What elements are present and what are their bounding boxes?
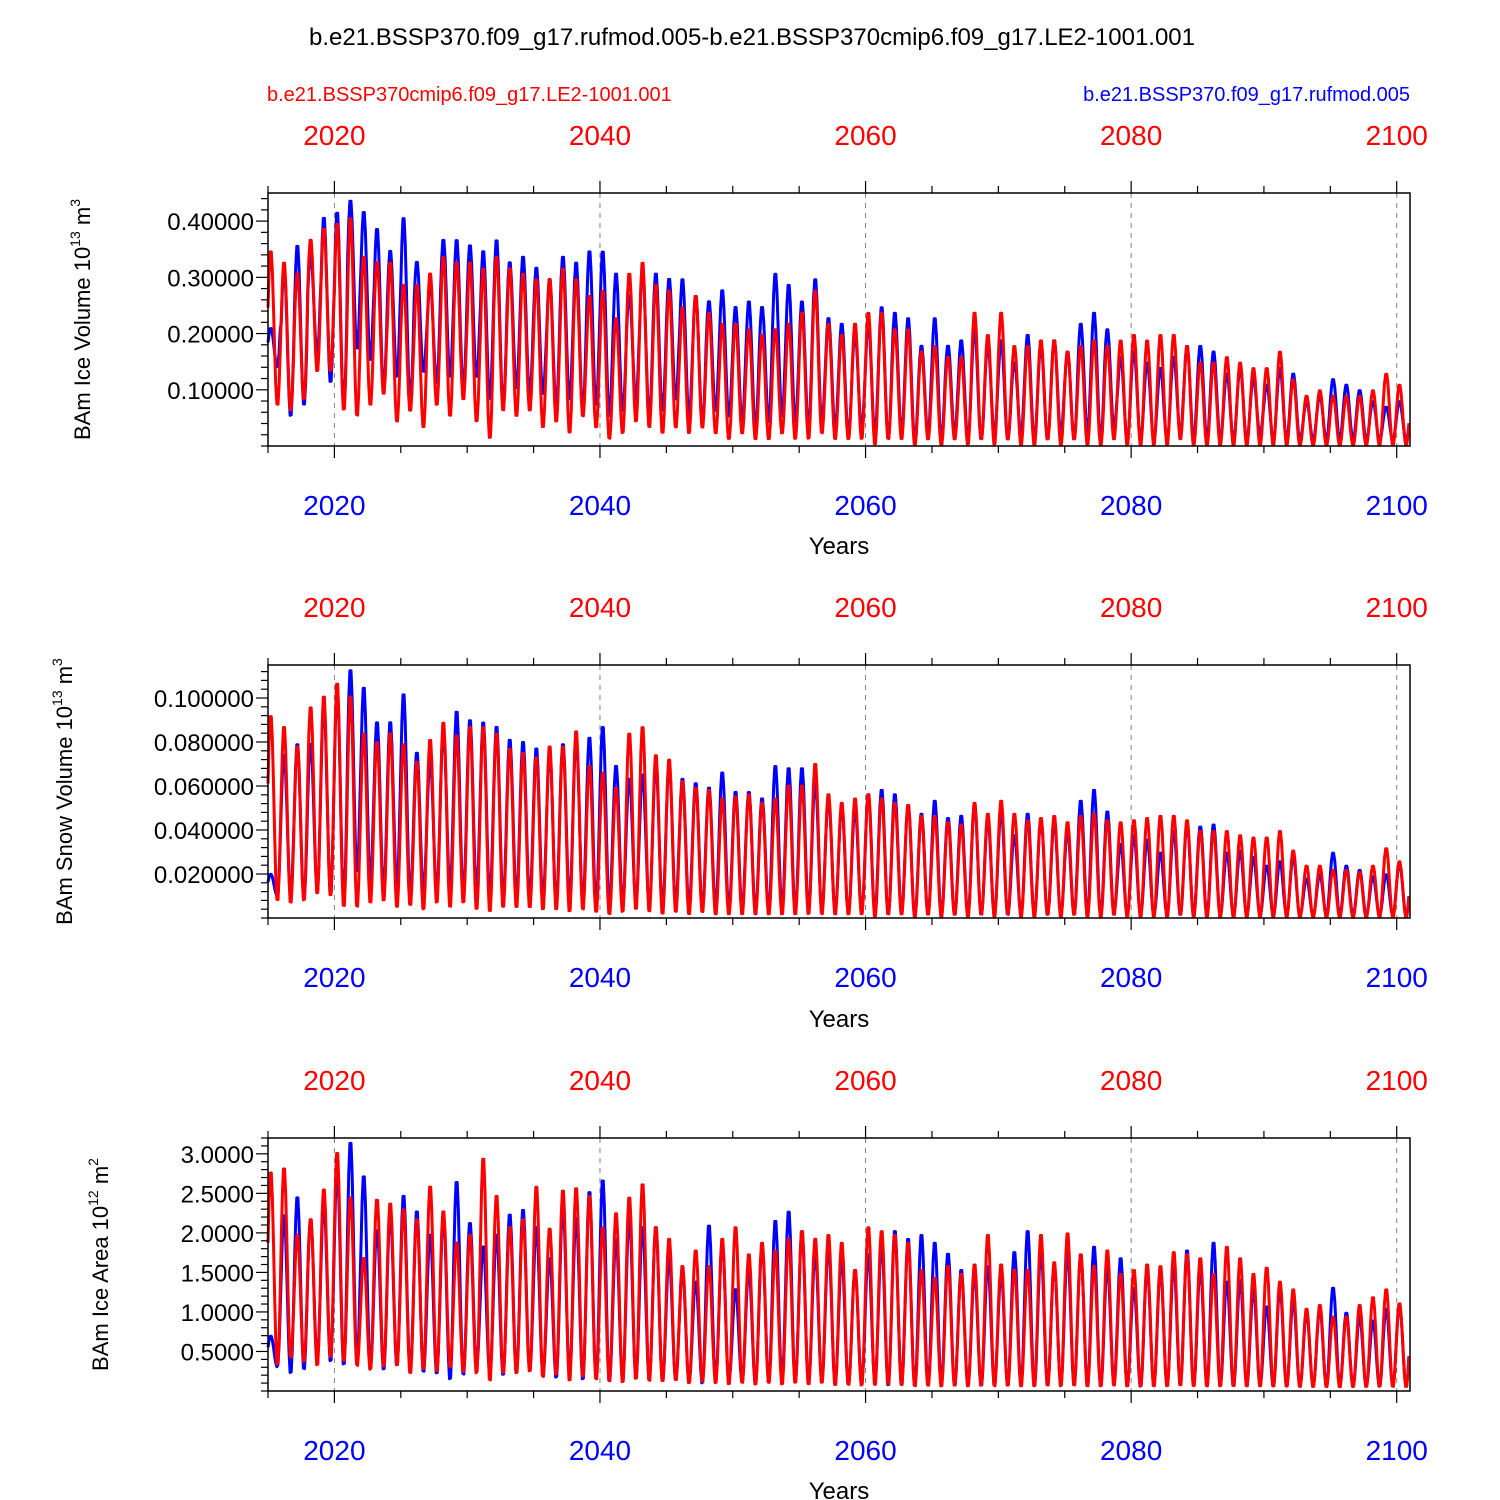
y-tick-label: 0.080000: [154, 730, 254, 757]
x-tick-label-bottom: 2020: [303, 490, 365, 521]
x-tick-label-bottom: 2020: [303, 1435, 365, 1466]
x-tick-label-top: 2020: [303, 120, 365, 151]
x-tick-label-top: 2100: [1366, 592, 1428, 623]
x-tick-label-top: 2020: [303, 1065, 365, 1096]
chart-panels: 0.10000 0.20000 0.30000 0.40000 2020 2020 2040…: [49, 120, 1428, 1500]
legend-red-run: b.e21.BSSP370cmip6.f09_g17.LE2-1001.001: [267, 84, 672, 106]
x-tick-label-bottom: 2040: [569, 962, 631, 993]
y-tick-label: 0.060000: [154, 774, 254, 801]
y-tick-label: 0.040000: [154, 818, 254, 845]
y-axis-label-unit: m: [88, 1166, 113, 1190]
x-tick-label-top: 2020: [303, 592, 365, 623]
y-axis-label-text: BAm Snow Volume 10: [52, 706, 77, 925]
series-line-red: [266, 1152, 1411, 1389]
y-axis-label-unit-exponent: 3: [67, 199, 83, 207]
x-tick-label-bottom: 2100: [1366, 1435, 1428, 1466]
y-axis-label-exponent: 13: [67, 231, 83, 247]
y-tick-label: 0.020000: [154, 862, 254, 889]
y-axis-label-text: BAm Ice Volume 10: [70, 247, 95, 440]
y-tick-label: 0.30000: [167, 265, 254, 292]
x-tick-label-bottom: 2080: [1100, 490, 1162, 521]
y-tick-label: 0.20000: [167, 322, 254, 349]
x-tick-label-top: 2060: [834, 592, 896, 623]
chart-panel-2: 0.020000 0.040000 0.060000 0.080000 0.100000…: [49, 592, 1428, 1033]
x-tick-label-top: 2080: [1100, 592, 1162, 623]
y-tick-label: 0.40000: [167, 209, 254, 236]
x-tick-label-bottom: 2080: [1100, 962, 1162, 993]
y-axis-label-text: BAm Ice Area 10: [88, 1206, 113, 1371]
y-axis-label-unit-exponent: 3: [49, 658, 65, 666]
x-axis-label: Years: [809, 533, 870, 560]
x-tick-label-bottom: 2060: [834, 962, 896, 993]
x-tick-label-top: 2040: [569, 592, 631, 623]
figure-title: b.e21.BSSP370.f09_g17.rufmod.005-b.e21.B…: [309, 24, 1195, 51]
y-tick-label: 1.5000: [181, 1260, 254, 1287]
y-tick-label: 0.100000: [154, 686, 254, 713]
x-tick-label-bottom: 2100: [1366, 490, 1428, 521]
y-tick-label: 0.10000: [167, 378, 254, 405]
y-tick-label: 2.5000: [181, 1181, 254, 1208]
x-tick-label-top: 2040: [569, 120, 631, 151]
y-tick-label: 1.0000: [181, 1300, 254, 1327]
y-axis-label: BAm Ice Volume 1013 m3: [67, 199, 95, 440]
x-tick-label-top: 2080: [1100, 120, 1162, 151]
y-axis-label-exponent: 13: [49, 690, 65, 706]
x-tick-label-bottom: 2060: [834, 1435, 896, 1466]
x-tick-label-top: 2080: [1100, 1065, 1162, 1096]
x-tick-label-top: 2100: [1366, 1065, 1428, 1096]
x-tick-label-bottom: 2040: [569, 1435, 631, 1466]
y-tick-label: 3.0000: [181, 1142, 254, 1169]
y-axis-label-exponent: 12: [85, 1190, 101, 1206]
x-tick-label-bottom: 2080: [1100, 1435, 1162, 1466]
x-axis-label: Years: [809, 1478, 870, 1500]
x-tick-label-bottom: 2020: [303, 962, 365, 993]
y-tick-label: 2.0000: [181, 1221, 254, 1248]
x-tick-label-top: 2060: [834, 1065, 896, 1096]
x-tick-label-top: 2060: [834, 120, 896, 151]
chart-panel-1: 0.10000 0.20000 0.30000 0.40000 2020 2020 2040…: [67, 120, 1428, 560]
chart-panel-3: 0.5000 1.0000 1.5000 2.0000 2.5000 3.0000 2020…: [85, 1065, 1428, 1500]
x-axis-label: Years: [809, 1006, 870, 1033]
y-axis-label-unit: m: [70, 207, 95, 231]
x-tick-label-bottom: 2060: [834, 490, 896, 521]
plot-frame: [267, 664, 1411, 919]
x-tick-label-top: 2040: [569, 1065, 631, 1096]
series-line-red: [266, 682, 1411, 919]
x-tick-label-top: 2100: [1366, 120, 1428, 151]
series-line-red: [266, 217, 1411, 447]
plot-frame: [267, 192, 1411, 447]
x-tick-label-bottom: 2100: [1366, 962, 1428, 993]
y-axis-label: BAm Ice Area 1012 m2: [85, 1158, 113, 1371]
y-tick-label: 0.5000: [181, 1339, 254, 1366]
y-axis-label-unit-exponent: 2: [85, 1158, 101, 1166]
y-axis-label: BAm Snow Volume 1013 m3: [49, 658, 77, 925]
legend-blue-run: b.e21.BSSP370.f09_g17.rufmod.005: [1083, 84, 1410, 106]
y-axis-label-unit: m: [52, 666, 77, 690]
x-tick-label-bottom: 2040: [569, 490, 631, 521]
